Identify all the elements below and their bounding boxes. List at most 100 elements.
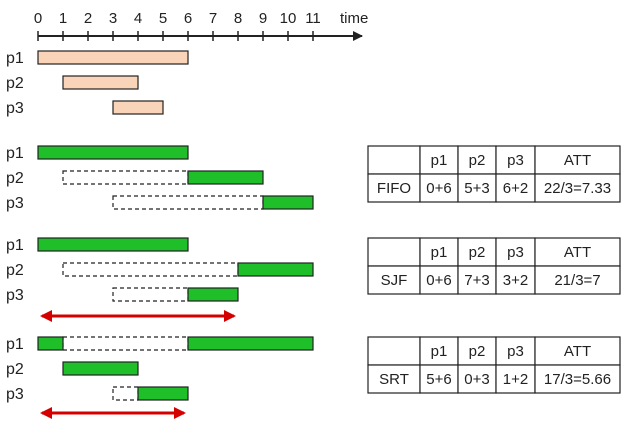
- process-label: p2: [6, 262, 24, 279]
- axis-tick-label: 9: [259, 10, 267, 27]
- axis-tick-label: 5: [159, 10, 167, 27]
- axis-tick-label: 2: [84, 10, 92, 27]
- process-label: p3: [6, 287, 24, 304]
- axis-tick-label: 3: [109, 10, 117, 27]
- run-bar-p3: [262, 195, 314, 210]
- table-cell: [367, 237, 421, 267]
- table-cell: [495, 336, 536, 366]
- table-value: SRT: [379, 371, 409, 388]
- table-header: p2: [469, 152, 486, 169]
- axis-tick-label: 7: [209, 10, 217, 27]
- wait-bar-p3: [112, 386, 139, 401]
- table-header: p3: [507, 343, 524, 360]
- table-value: 0+3: [464, 371, 489, 388]
- table-header: ATT: [564, 343, 591, 360]
- table-value: 5+3: [464, 180, 489, 197]
- table-cell: [534, 145, 621, 175]
- table-value: FIFO: [377, 180, 411, 197]
- table-value: 17/3=5.66: [544, 371, 611, 388]
- arrival-bar-p2: [62, 75, 139, 90]
- table-header: ATT: [564, 244, 591, 261]
- axis-tick-labels: 0 1 2 3 4 5 6 7 8 9 10 11: [34, 10, 321, 27]
- wait-bar-p2: [62, 170, 189, 185]
- srt-table: p1 p2 p3 ATT SRT 5+6 0+3 1+2 17/3=5.66: [367, 336, 621, 394]
- run-bar-p2: [62, 361, 139, 376]
- timeline-axis: 0 1 2 3 4 5 6 7 8 9 10 11 time: [34, 10, 368, 41]
- arrival-bars: p1 p2 p3: [6, 50, 189, 117]
- table-cell: [367, 173, 421, 203]
- run-bar-p1: [37, 145, 189, 160]
- wait-bar-p2: [62, 262, 239, 277]
- table-header: ATT: [564, 152, 591, 169]
- table-cell: [495, 237, 536, 267]
- table-cell: [367, 336, 421, 366]
- table-cell: [367, 145, 421, 175]
- table-cell: [419, 364, 459, 394]
- axis-tick-label: 1: [59, 10, 67, 27]
- process-label: p1: [6, 237, 24, 254]
- axis-label: time: [340, 10, 368, 27]
- table-value: 1+2: [503, 371, 528, 388]
- table-value: 6+2: [503, 180, 528, 197]
- table-value: 0+6: [426, 180, 451, 197]
- run-bar-p3: [137, 386, 189, 401]
- table-cell: [457, 336, 497, 366]
- table-value: 21/3=7: [554, 272, 600, 289]
- axis-tick-label: 10: [280, 10, 297, 27]
- axis-tick-label: 8: [234, 10, 242, 27]
- table-cell: [419, 145, 459, 175]
- table-cell: [495, 173, 536, 203]
- run-bar-p1: [37, 336, 64, 351]
- run-bar-p1: [37, 237, 189, 252]
- axis-tick-label: 0: [34, 10, 42, 27]
- table-cell: [419, 173, 459, 203]
- process-label: p2: [6, 75, 24, 92]
- sjf-schedule: p1 p2 p3: [6, 237, 314, 322]
- table-cell: [457, 237, 497, 267]
- table-cell: [534, 336, 621, 366]
- table-value: 3+2: [503, 272, 528, 289]
- table-cell: [534, 265, 621, 295]
- run-bar-p1: [187, 336, 314, 351]
- table-value: 22/3=7.33: [544, 180, 611, 197]
- table-value: 7+3: [464, 272, 489, 289]
- table-cell: [495, 145, 536, 175]
- table-header: p2: [469, 343, 486, 360]
- table-header: p1: [431, 152, 448, 169]
- sjf-table: p1 p2 p3 ATT SJF 0+6 7+3 3+2 21/3=7: [367, 237, 621, 295]
- table-header: p3: [507, 244, 524, 261]
- arrival-bar-p1: [37, 50, 189, 65]
- table-header: p1: [431, 343, 448, 360]
- table-header: p2: [469, 244, 486, 261]
- table-cell: [367, 364, 421, 394]
- table-value: 0+6: [426, 272, 451, 289]
- table-cell: [419, 336, 459, 366]
- process-label: p1: [6, 336, 24, 353]
- wait-bar-p3: [112, 287, 189, 302]
- fifo-table: p1 p2 p3 ATT FIFO 0+6 5+3 6+2 22/3=7.33: [367, 145, 621, 203]
- axis-tick-label: 4: [134, 10, 142, 27]
- table-cell: [495, 265, 536, 295]
- process-label: p1: [6, 145, 24, 162]
- process-label: p3: [6, 195, 24, 212]
- run-bar-p2: [187, 170, 264, 185]
- wait-bar-p1: [62, 336, 189, 351]
- table-header: p1: [431, 244, 448, 261]
- run-bar-p3: [187, 287, 239, 302]
- srt-schedule: p1 p2 p3: [6, 336, 314, 419]
- fifo-schedule: p1 p2 p3: [6, 145, 314, 212]
- process-label: p2: [6, 361, 24, 378]
- table-value: SJF: [381, 272, 408, 289]
- arrival-bar-p3: [112, 100, 164, 115]
- axis-tick-label: 6: [184, 10, 192, 27]
- table-header: p3: [507, 152, 524, 169]
- table-cell: [534, 364, 621, 394]
- table-cell: [457, 173, 497, 203]
- wait-bar-p3: [112, 195, 264, 210]
- process-label: p1: [6, 50, 24, 67]
- table-value: 5+6: [426, 371, 451, 388]
- process-label: p3: [6, 100, 24, 117]
- axis-ticks: [37, 31, 314, 41]
- table-cell: [534, 173, 621, 203]
